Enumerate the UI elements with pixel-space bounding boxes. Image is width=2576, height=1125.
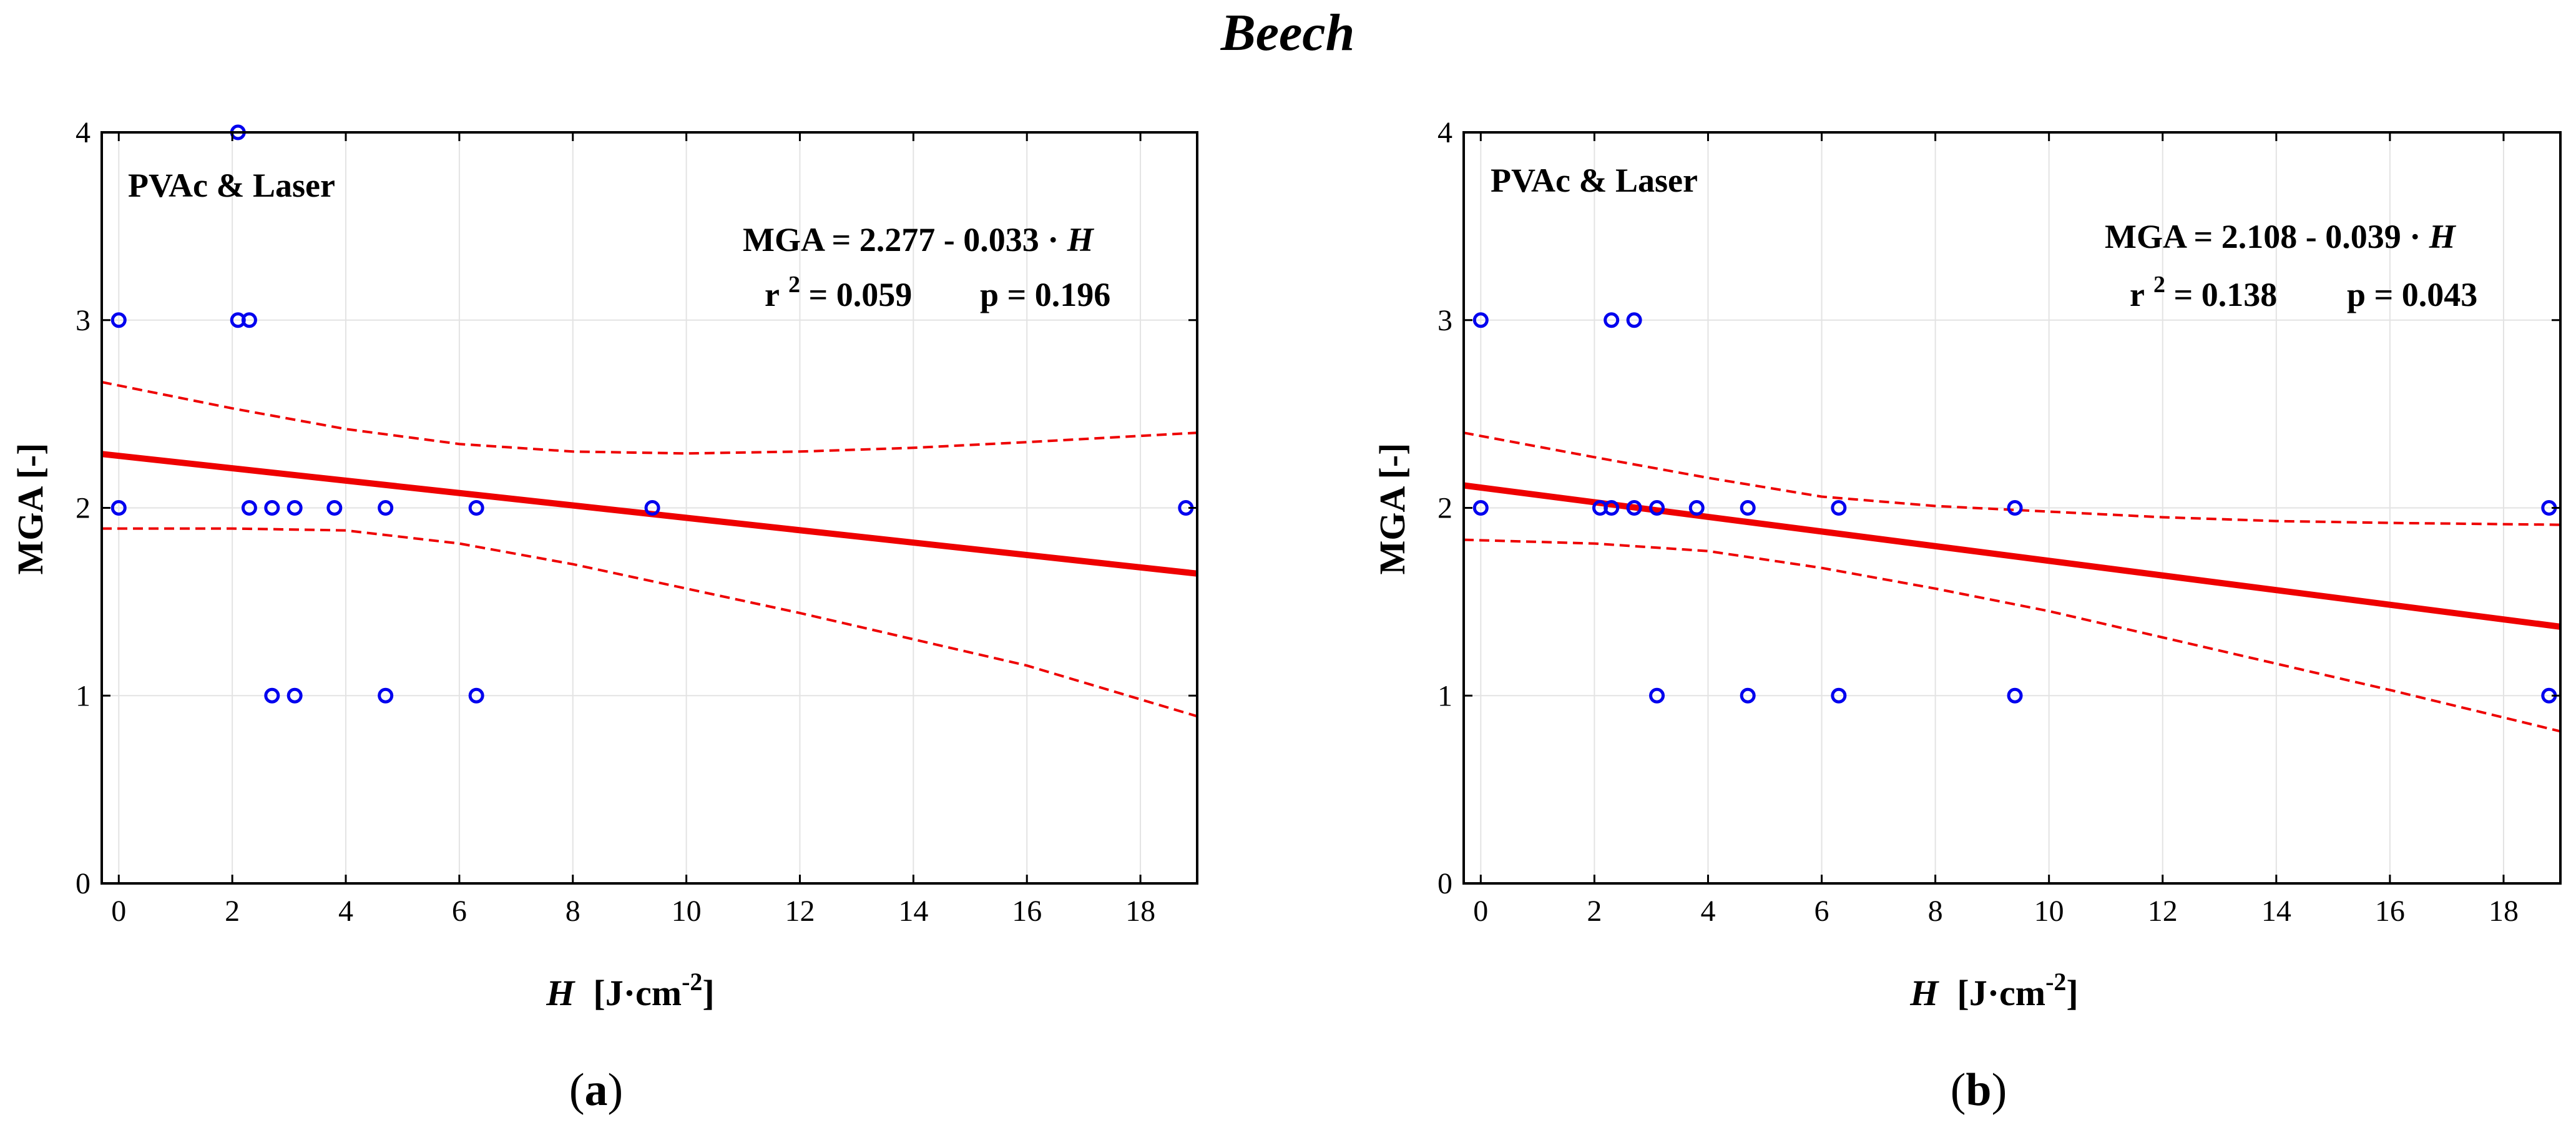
x-ticks: 0 2 4 6 8 10 12 14 16 18 [1473,132,2519,928]
x-tick-label: 0 [1473,895,1488,928]
data-point [1626,312,1642,328]
y-tick-label: 1 [76,679,91,712]
data-point [1649,500,1665,516]
x-tick-label: 12 [785,895,815,928]
data-point [1604,312,1620,328]
x-tick-label: 16 [1012,895,1042,928]
panel-label: (b) [1951,1064,2007,1116]
data-point [1688,500,1705,516]
x-tick-label: 10 [2034,895,2064,928]
data-point [286,687,303,704]
y-tick-label: 3 [1437,304,1452,337]
data-point [378,687,394,704]
data-point [468,687,484,704]
confidence-band-upper [1463,431,2561,526]
y-tick-label: 0 [76,867,91,900]
x-tick-label: 2 [1587,895,1602,928]
data-point [241,500,257,516]
data-point [1831,687,1847,704]
x-tick-label: 6 [1814,895,1829,928]
x-tick-label: 0 [111,895,126,928]
data-point [1626,500,1642,516]
x-tick-label: 4 [338,895,353,928]
annotation-label: PVAc & Laser [1491,162,1698,199]
data-point [2007,687,2023,704]
data-point [1472,312,1489,328]
regression-equation: MGA = 2.277 - 0.033 · H [743,221,1095,258]
y-axis-label: MGA [-] [1372,443,1413,575]
y-tick-label: 4 [76,116,91,149]
regression-line-path [1463,482,2561,630]
confidence-bands [1463,431,2561,733]
data-point [1472,500,1489,516]
y-ticks: 0 1 2 3 4 [76,116,1197,900]
panel-label: (a) [569,1064,623,1116]
data-point [1649,687,1665,704]
data-points [1472,312,2557,704]
regression-line [1463,482,2561,630]
confidence-band-lower [102,527,1198,718]
data-points [110,124,1194,704]
data-point [1604,500,1620,516]
data-point [326,500,343,516]
data-point [264,687,280,704]
y-tick-label: 2 [1437,492,1452,525]
x-tick-label: 4 [1700,895,1715,928]
confidence-band-upper [101,381,1198,455]
y-tick-label: 4 [1437,116,1452,149]
data-point [110,312,127,328]
data-point [468,500,484,516]
data-point [644,500,660,516]
y-ticks: 0 1 2 3 4 [1437,116,2560,900]
regression-equation: MGA = 2.108 - 0.039 · H [2105,218,2457,255]
y-axis-label: MGA [-] [10,443,51,575]
x-tick-label: 14 [2261,895,2291,928]
x-axis-label: H [J·cm-2] [1909,968,2079,1013]
x-axis-label: H [J·cm-2] [546,968,715,1013]
x-tick-label: 16 [2375,895,2405,928]
figure-title: Beech [1220,4,1355,62]
x-tick-label: 6 [452,895,467,928]
x-tick-label: 14 [898,895,928,928]
data-point [1831,500,1847,516]
x-tick-label: 18 [1125,895,1155,928]
x-tick-label: 8 [566,895,580,928]
x-tick-label: 10 [672,895,702,928]
data-point [1740,687,1756,704]
x-tick-label: 2 [225,895,240,928]
data-point [378,500,394,516]
confidence-bands [101,381,1198,718]
confidence-band-lower [1463,538,2561,733]
x-ticks: 0 2 4 6 8 10 12 14 16 18 [111,132,1155,928]
data-point [1740,500,1756,516]
data-point [241,312,257,328]
data-point [110,500,127,516]
data-point [264,500,280,516]
x-tick-label: 18 [2489,895,2519,928]
annotation-label: PVAc & Laser [128,167,335,204]
y-tick-label: 1 [1437,679,1452,712]
x-tick-label: 12 [2148,895,2178,928]
x-tick-label: 8 [1928,895,1943,928]
y-tick-label: 3 [76,304,91,337]
y-tick-label: 0 [1437,867,1452,900]
data-point [286,500,303,516]
data-point [2007,500,2023,516]
y-tick-label: 2 [76,492,91,525]
